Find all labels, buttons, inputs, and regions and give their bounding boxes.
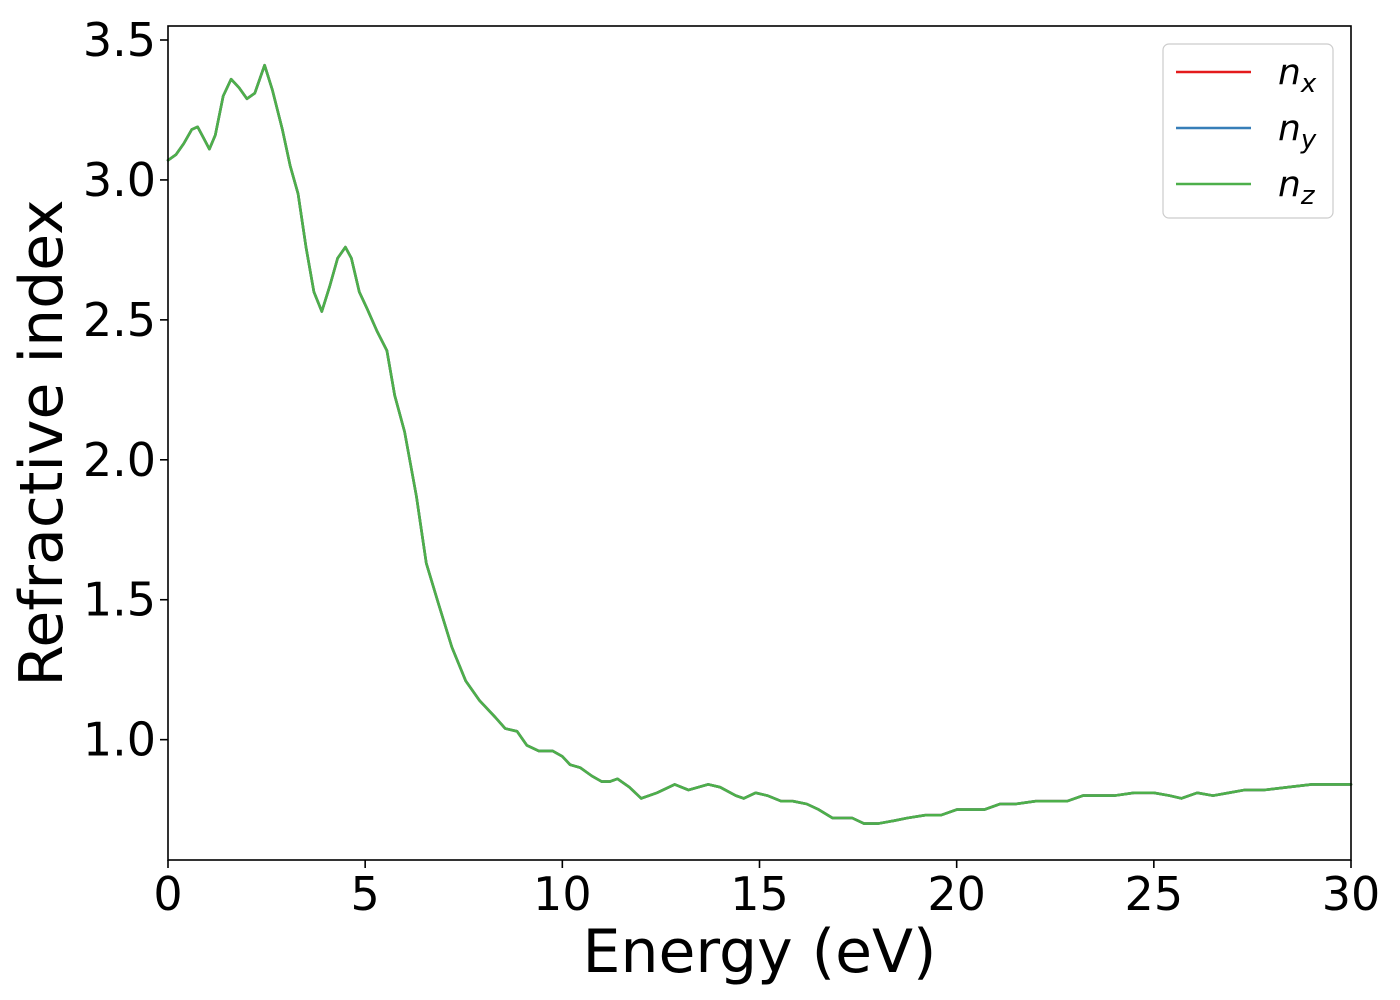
- y-tick-label: 1.5: [83, 573, 156, 627]
- x-tick-label: 10: [533, 867, 592, 921]
- legend-box: [1162, 43, 1334, 219]
- x-axis-title: Energy (eV): [583, 917, 937, 987]
- y-axis-title: Refractive index: [7, 199, 77, 686]
- y-tick-label: 3.0: [83, 153, 156, 207]
- x-tick-label: 0: [153, 867, 182, 921]
- y-tick-label: 2.0: [83, 433, 156, 487]
- x-axis-ticks: 0 5 10 15 20 25 30: [153, 860, 1380, 921]
- y-tick-label: 3.5: [83, 13, 156, 67]
- series-layer: [166, 63, 1353, 825]
- x-tick-label: 20: [927, 867, 986, 921]
- legend-label-ny: ny: [1278, 108, 1317, 155]
- series-line-nz: [166, 63, 1353, 825]
- x-tick-label: 30: [1322, 867, 1381, 921]
- y-tick-label: 2.5: [83, 293, 156, 347]
- x-tick-label: 15: [730, 867, 789, 921]
- y-axis-ticks: 1.0 1.5 2.0 2.5 3.0 3.5: [83, 13, 168, 767]
- legend-label-nx: nx: [1278, 52, 1317, 99]
- legend-label-nz: nz: [1278, 164, 1316, 211]
- x-tick-label: 25: [1125, 867, 1184, 921]
- x-tick-label: 5: [351, 867, 380, 921]
- y-tick-label: 1.0: [83, 713, 156, 767]
- legend: nx ny nz: [1162, 43, 1334, 219]
